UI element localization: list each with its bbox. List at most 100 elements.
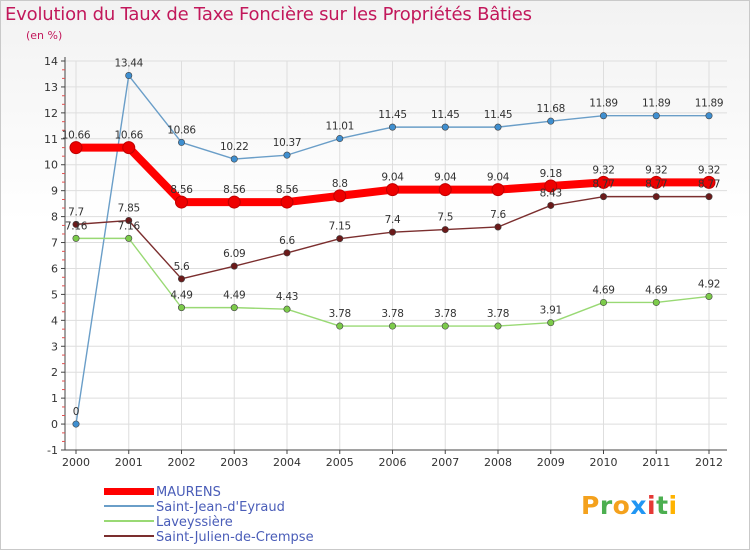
logo-letter: P <box>581 491 600 520</box>
data-point <box>72 234 80 242</box>
data-point <box>547 201 555 209</box>
data-label: 7.7 <box>68 206 84 218</box>
data-label: 4.43 <box>276 291 298 303</box>
x-tick-label: 2006 <box>379 456 407 469</box>
data-label: 10.22 <box>220 141 249 153</box>
data-point <box>283 151 291 159</box>
data-label: 4.92 <box>698 278 720 290</box>
data-label: 11.45 <box>431 109 460 121</box>
data-point <box>441 123 449 131</box>
data-point <box>386 183 399 197</box>
data-label: 4.69 <box>592 284 614 296</box>
data-point <box>72 220 80 228</box>
y-tick-label: 10 <box>44 159 58 172</box>
data-point <box>283 305 291 313</box>
data-label: 3.78 <box>487 308 509 320</box>
data-point <box>441 322 449 330</box>
y-tick-label: 5 <box>51 288 58 301</box>
data-label: 9.04 <box>381 172 404 184</box>
data-point <box>125 216 133 224</box>
legend-label: Saint-Julien-de-Crempse <box>156 530 314 545</box>
y-tick-label: 0 <box>51 418 58 431</box>
data-label: 11.89 <box>589 98 618 110</box>
data-label: 11.68 <box>536 103 565 115</box>
y-tick-label: 2 <box>51 366 58 379</box>
data-point <box>652 112 660 120</box>
data-label: 10.37 <box>273 137 302 149</box>
data-label: 8.56 <box>276 184 299 196</box>
data-point <box>280 195 294 209</box>
y-tick-label: 4 <box>51 314 58 327</box>
data-label: 13.44 <box>114 58 143 70</box>
data-label: 8.8 <box>332 178 348 190</box>
data-label: 11.89 <box>642 98 671 110</box>
y-tick-label: 14 <box>44 55 58 68</box>
data-label: 8.56 <box>170 184 193 196</box>
data-point <box>491 183 505 197</box>
data-point <box>336 135 344 143</box>
logo-letter: r <box>599 491 613 520</box>
data-label: 9.18 <box>540 168 562 180</box>
data-label: 3.78 <box>329 308 351 320</box>
data-label: 10.66 <box>114 130 143 142</box>
data-label: 3.78 <box>434 308 456 320</box>
data-point <box>597 175 610 189</box>
legend-swatch <box>104 535 154 537</box>
data-point <box>388 123 396 131</box>
data-point <box>599 298 607 306</box>
data-point <box>649 175 663 189</box>
data-point <box>72 420 80 428</box>
data-point <box>69 141 83 155</box>
data-label: 8.56 <box>223 184 246 196</box>
data-label: 3.91 <box>540 305 562 317</box>
data-label: 10.86 <box>167 124 196 136</box>
chart-title: Evolution du Taux de Taxe Foncière sur l… <box>5 4 532 25</box>
data-label: 7.4 <box>385 214 401 226</box>
x-tick-label: 2004 <box>273 456 301 469</box>
data-label: 3.78 <box>381 308 403 320</box>
chart-subtitle: (en %) <box>26 29 63 42</box>
y-tick-label: 11 <box>44 133 58 146</box>
logo-letter: i <box>668 491 678 520</box>
data-label: 8.77 <box>592 179 614 191</box>
data-point <box>333 189 347 203</box>
data-point <box>702 175 716 189</box>
x-tick-label: 2008 <box>484 456 512 469</box>
data-point <box>705 193 713 201</box>
y-tick-label: 13 <box>44 81 58 94</box>
data-label: 8.43 <box>540 187 562 199</box>
data-point <box>547 319 555 327</box>
y-tick-label: 9 <box>51 185 58 198</box>
logo-letter: x <box>630 491 647 520</box>
data-point <box>178 138 186 146</box>
data-point <box>230 155 238 163</box>
data-point <box>178 275 186 283</box>
data-point <box>652 298 660 306</box>
data-point <box>494 322 502 330</box>
data-label: 6.09 <box>223 248 245 260</box>
data-label: 11.01 <box>325 121 354 133</box>
legend-label: Saint-Jean-d'Eyraud <box>156 500 285 515</box>
x-tick-label: 2005 <box>326 456 354 469</box>
data-point <box>388 228 396 236</box>
data-label: 5.6 <box>174 261 190 273</box>
legend-swatch <box>104 520 154 522</box>
x-tick-label: 2010 <box>590 456 618 469</box>
x-tick-label: 2000 <box>62 456 90 469</box>
data-label: 7.5 <box>437 212 453 224</box>
data-label: 4.49 <box>170 290 192 302</box>
data-point <box>441 226 449 234</box>
x-tick-label: 2002 <box>168 456 196 469</box>
x-tick-label: 2012 <box>695 456 723 469</box>
data-label: 9.32 <box>592 164 614 176</box>
logo-letter: o <box>612 491 631 520</box>
data-point <box>175 195 188 209</box>
data-point <box>494 123 502 131</box>
y-tick-label: 12 <box>44 107 58 120</box>
x-tick-label: 2011 <box>642 456 670 469</box>
data-label: 7.15 <box>329 221 351 233</box>
data-label: 0 <box>73 406 79 418</box>
data-label: 9.32 <box>698 164 720 176</box>
proxiti-logo: Proxiti <box>581 491 678 520</box>
data-label: 9.04 <box>487 172 510 184</box>
